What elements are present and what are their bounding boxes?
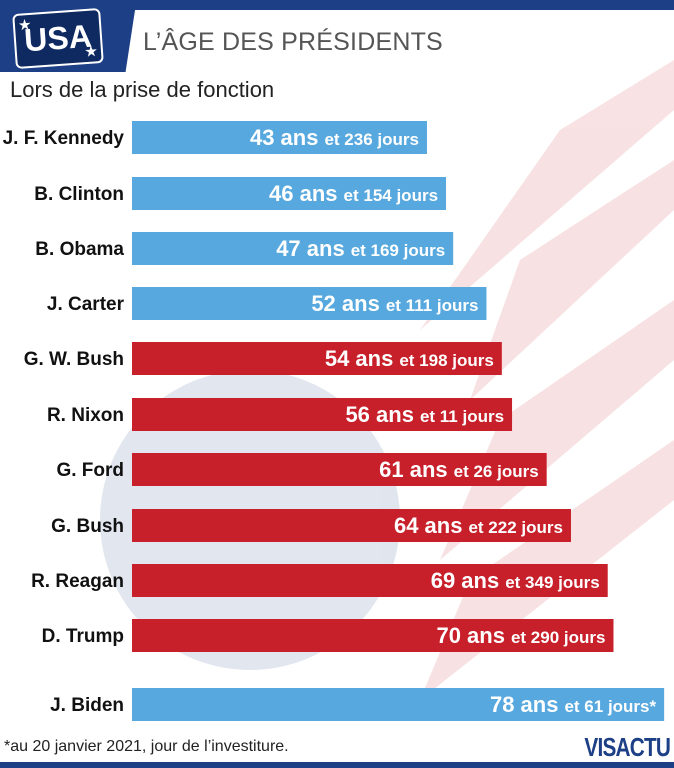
page-title: L’ÂGE DES PRÉSIDENTS [143,28,443,56]
data-label-days: et 11 jours [420,407,504,426]
bar [132,342,502,375]
data-label-days: et 236 jours [324,130,419,149]
data-label-years: 54 ans [325,346,394,371]
data-label: 54 ans et 198 jours [325,346,494,371]
bottom-bar [0,762,674,768]
data-label: 69 ans et 349 jours [431,568,600,593]
data-label-years: 70 ans [436,623,505,648]
category-label: J. Biden [50,695,124,716]
data-label-years: 47 ans [276,236,345,261]
data-label-years: 64 ans [394,513,463,538]
top-bar [0,0,674,10]
data-label-days: et 198 jours [399,351,494,370]
bar [132,619,614,652]
data-label: 61 ans et 26 jours [379,457,539,482]
category-label: D. Trump [42,626,124,647]
bar [132,453,547,486]
data-label-days: et 61 jours* [564,697,656,716]
bar [132,121,427,154]
footnote: *au 20 janvier 2021, jour de l’investitu… [4,738,289,755]
category-label: J. F. Kennedy [3,128,125,149]
bar [132,509,571,542]
data-label-years: 78 ans [490,692,559,717]
data-label-days: et 222 jours [468,518,563,537]
data-label: 52 ans et 111 jours [311,291,478,316]
category-label: R. Nixon [47,405,124,426]
category-label: G. Ford [56,460,124,481]
category-label: B. Clinton [34,184,124,205]
category-label: J. Carter [47,294,125,315]
bar [132,232,454,265]
data-label-days: et 290 jours [511,628,606,647]
data-label: 43 ans et 236 jours [250,125,419,150]
bar [132,688,665,721]
data-label-years: 56 ans [345,402,414,427]
data-label-days: et 111 jours [386,296,479,315]
data-label: 70 ans et 290 jours [436,623,605,648]
data-label-years: 61 ans [379,457,448,482]
bar [132,398,513,431]
data-label-days: et 26 jours [454,462,539,481]
data-label: 56 ans et 11 jours [345,402,504,427]
bar [132,564,608,597]
bar [132,177,447,210]
category-label: G. Bush [51,516,124,537]
category-label: R. Reagan [31,571,124,592]
data-label-years: 52 ans [311,291,380,316]
data-label-years: 43 ans [250,125,319,150]
page-subtitle: Lors de la prise de fonction [10,77,275,102]
data-label: 64 ans et 222 jours [394,513,563,538]
data-label-years: 69 ans [431,568,500,593]
data-label: 78 ans et 61 jours* [490,692,657,717]
bar [132,287,487,320]
category-label: G. W. Bush [24,349,124,370]
data-label-days: et 349 jours [505,573,600,592]
data-label-days: et 169 jours [351,241,446,260]
data-label-years: 46 ans [269,181,338,206]
data-label-days: et 154 jours [344,186,439,205]
category-label: B. Obama [35,239,124,260]
data-label: 46 ans et 154 jours [269,181,438,206]
data-label: 47 ans et 169 jours [276,236,445,261]
brand-logo: VISACTU [584,732,671,762]
